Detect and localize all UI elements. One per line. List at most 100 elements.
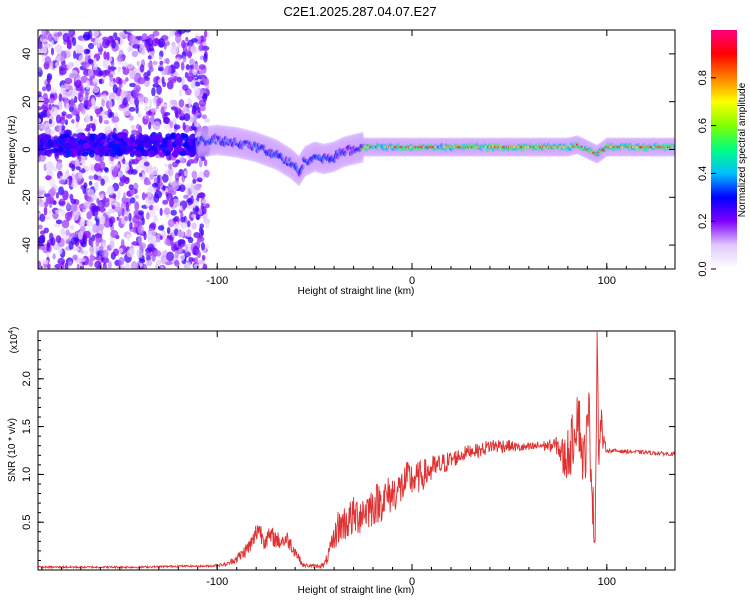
spectrogram-noise-cell bbox=[191, 257, 195, 263]
spectrogram-noise-cell bbox=[153, 177, 157, 185]
spectrogram-noise-cell bbox=[163, 116, 170, 124]
spectrogram-noise-cell bbox=[90, 37, 95, 42]
spectrogram-noise-cell bbox=[44, 201, 49, 208]
spectrogram-noise-cell bbox=[55, 61, 59, 69]
spectrogram-noise-cell bbox=[102, 39, 110, 49]
spectrogram-noise-cell bbox=[178, 108, 182, 115]
spectrogram-noise-cell bbox=[162, 199, 169, 205]
spectrogram-noise-cell bbox=[88, 122, 94, 129]
spectrogram-noise-cell bbox=[173, 75, 178, 81]
spectrogram-noise-cell bbox=[123, 164, 130, 172]
spectrogram-noise-cell bbox=[42, 86, 47, 92]
spectrogram-noise-cell bbox=[121, 208, 125, 217]
spectrogram-ridge-cell bbox=[672, 144, 675, 149]
spectrogram-noise-cell bbox=[165, 57, 170, 65]
spectrogram-noise-cell bbox=[204, 30, 208, 38]
spectrogram-noise-cell bbox=[153, 76, 160, 84]
spectrogram-x-axis-label: Height of straight line (km) bbox=[298, 286, 415, 297]
spectrogram-noise-cell bbox=[167, 219, 175, 228]
spectrogram-noise-cell bbox=[52, 253, 56, 260]
spectrogram-noise-cell bbox=[70, 236, 78, 245]
spectrogram-noise-cell bbox=[60, 55, 64, 62]
spectrogram-noise-cell bbox=[108, 92, 116, 102]
spectrogram-noise-cell bbox=[97, 38, 101, 49]
spectrogram-noise-cell bbox=[54, 209, 62, 214]
spectrogram-noise-cell bbox=[204, 220, 210, 229]
spectrogram-noise-cell bbox=[169, 197, 174, 208]
spectrogram-noise-cell bbox=[173, 259, 180, 267]
spectrogram-noise-cell bbox=[87, 68, 94, 77]
spectrogram-noise-cell bbox=[127, 63, 134, 70]
spectrogram-noise-cell bbox=[76, 263, 80, 269]
spectrogram-noise-cell bbox=[179, 254, 186, 261]
spectrogram-noise-cell bbox=[194, 205, 200, 213]
spectrogram-noise-cell bbox=[48, 103, 52, 111]
spectrogram-noise-cell bbox=[190, 79, 196, 89]
spectrogram-noise-cell bbox=[203, 169, 210, 178]
spectrogram-noise-cell bbox=[72, 50, 77, 60]
spectrogram-band-cell bbox=[147, 150, 155, 158]
spectrogram-noise-cell bbox=[65, 113, 73, 119]
spectrogram-band-cell bbox=[182, 133, 188, 139]
spectrogram-y-tick-label: -40 bbox=[21, 237, 33, 253]
spectrogram-noise-cell bbox=[202, 263, 208, 269]
spectrogram-noise-cell bbox=[144, 96, 149, 106]
spectrogram-band-cell bbox=[151, 133, 158, 140]
spectrogram-noise-cell bbox=[146, 187, 153, 197]
spectrogram-noise-cell bbox=[151, 38, 159, 47]
spectrogram-noise-cell bbox=[184, 251, 191, 258]
spectrogram-noise-cell bbox=[152, 121, 161, 131]
spectrogram-noise-cell bbox=[74, 158, 80, 167]
spectrogram-noise-cell bbox=[64, 119, 69, 126]
spectrogram-noise-cell bbox=[38, 118, 42, 124]
spectrogram-noise-cell bbox=[110, 60, 115, 67]
spectrogram-noise-cell bbox=[131, 50, 138, 58]
spectrogram-noise-cell bbox=[198, 158, 203, 168]
spectrogram-noise-cell bbox=[82, 61, 90, 69]
spectrogram-noise-cell bbox=[52, 243, 60, 251]
spectrogram-noise-cell bbox=[82, 31, 91, 41]
spectrogram-noise-cell bbox=[104, 126, 112, 134]
spectrogram-noise-cell bbox=[58, 198, 66, 207]
spectrogram-noise-cell bbox=[193, 263, 200, 269]
spectrogram-noise-cell bbox=[156, 84, 162, 95]
spectrogram-band-cell bbox=[38, 145, 42, 150]
spectrogram-noise-cell bbox=[150, 108, 157, 113]
spectrogram-plot-area bbox=[38, 30, 675, 269]
spectrogram-noise-cell bbox=[168, 163, 173, 170]
spectrogram-noise-cell bbox=[138, 125, 143, 135]
spectrogram-noise-cell bbox=[148, 200, 153, 206]
spectrogram-noise-cell bbox=[192, 178, 197, 184]
spectrogram-noise-cell bbox=[60, 120, 65, 125]
spectrogram-noise-cell bbox=[151, 253, 156, 262]
spectrogram-noise-cell bbox=[83, 201, 91, 209]
spectrogram-noise-cell bbox=[72, 37, 77, 46]
spectrogram-noise-cell bbox=[160, 255, 168, 265]
spectrogram-noise-cell bbox=[130, 169, 138, 175]
spectrogram-noise-cell bbox=[165, 187, 169, 193]
spectrogram-noise-cell bbox=[151, 166, 159, 176]
spectrogram-noise-cell bbox=[87, 42, 95, 50]
spectrogram-noise-cell bbox=[148, 33, 155, 40]
spectrogram-noise-cell bbox=[175, 34, 182, 44]
spectrogram-noise-cell bbox=[152, 205, 160, 212]
spectrogram-noise-cell bbox=[48, 118, 53, 125]
spectrogram-noise-cell bbox=[137, 235, 143, 245]
spectrogram-noise-cell bbox=[75, 79, 82, 87]
spectrogram-noise-cell bbox=[169, 177, 173, 186]
spectrogram-noise-cell bbox=[66, 61, 73, 70]
spectrogram-noise-cell bbox=[53, 107, 59, 117]
spectrogram-noise-cell bbox=[182, 84, 189, 91]
spectrogram-noise-cell bbox=[145, 110, 153, 116]
spectrogram-noise-cell bbox=[38, 224, 43, 230]
spectrogram-noise-cell bbox=[94, 108, 102, 115]
spectrogram-noise-cell bbox=[122, 97, 129, 106]
spectrogram-noise-cell bbox=[116, 189, 121, 200]
spectrogram-noise-cell bbox=[116, 216, 120, 221]
spectrogram-noise-cell bbox=[65, 169, 69, 177]
spectrogram-noise-cell bbox=[111, 116, 120, 123]
spectrogram-band-cell bbox=[155, 139, 161, 148]
spectrogram-noise-cell bbox=[49, 187, 56, 197]
spectrogram-noise-cell bbox=[134, 194, 140, 199]
spectrogram-noise-cell bbox=[164, 163, 169, 168]
